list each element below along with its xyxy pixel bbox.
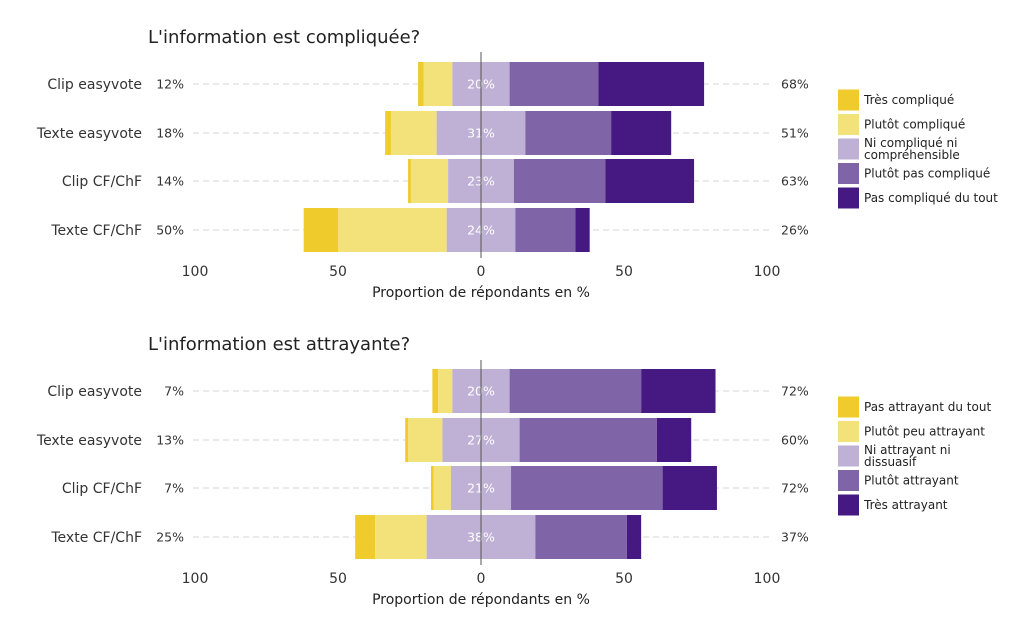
legend-swatch: [838, 494, 859, 516]
category-label: Clip CF/ChF: [62, 174, 142, 190]
x-tick-label: 50: [615, 571, 633, 587]
bar-segment: [408, 159, 411, 203]
legend-label: Ni compliqué ni compréhensible: [864, 136, 960, 162]
negative-total-label: 25%: [156, 530, 184, 545]
negative-total-label: 7%: [164, 384, 184, 399]
legend-swatch: [838, 163, 859, 184]
legend-swatch: [838, 470, 859, 491]
bar-segment: [430, 466, 434, 510]
bar-segment: [515, 208, 576, 252]
legend-swatch: [838, 187, 859, 209]
bar-segment: [303, 208, 338, 252]
x-axis-title: Proportion de répondants en %: [372, 592, 590, 608]
category-label: Texte CF/ChF: [50, 223, 142, 239]
bar-segment: [513, 159, 606, 203]
legend-swatch: [838, 396, 859, 418]
bar-segment: [385, 111, 391, 155]
chart-panel-2: L'information est attrayante?20%Clip eas…: [36, 334, 992, 608]
positive-total-label: 37%: [781, 530, 809, 545]
bar-segment: [605, 159, 695, 203]
x-axis-title: Proportion de répondants en %: [372, 285, 590, 301]
bar-segment: [509, 369, 642, 413]
bar-segment: [423, 62, 453, 106]
bar-segment: [611, 111, 672, 155]
bar-segment: [626, 515, 642, 559]
chart-title: L'information est attrayante?: [148, 334, 410, 355]
bar-segment: [338, 208, 447, 252]
legend-label: Très attrayant: [863, 498, 948, 512]
category-label: Texte CF/ChF: [50, 530, 142, 546]
negative-total-label: 7%: [164, 481, 184, 496]
legend-swatch: [838, 138, 859, 160]
positive-total-label: 51%: [781, 126, 809, 141]
legend-swatch: [838, 89, 859, 111]
x-tick-label: 100: [182, 264, 209, 280]
negative-total-label: 12%: [156, 77, 184, 92]
legend-label: Pas compliqué du tout: [864, 191, 998, 205]
negative-total-label: 13%: [156, 433, 184, 448]
negative-total-label: 18%: [156, 126, 184, 141]
legend-label: Plutôt attrayant: [864, 474, 959, 488]
positive-total-label: 63%: [781, 174, 809, 189]
legend-label: Pas attrayant du tout: [864, 400, 991, 414]
bar-segment: [511, 466, 663, 510]
bar-segment: [390, 111, 437, 155]
bar-segment: [656, 418, 692, 462]
legend-label: Plutôt compliqué: [864, 118, 965, 132]
bar-segment: [375, 515, 427, 559]
legend-label: Plutôt peu attrayant: [864, 425, 985, 439]
legend-swatch: [838, 445, 859, 467]
bar-segment: [410, 159, 449, 203]
legend-swatch: [838, 421, 859, 442]
bar-segment: [432, 369, 439, 413]
category-label: Clip CF/ChF: [62, 481, 142, 497]
x-tick-label: 50: [329, 571, 347, 587]
category-label: Texte easyvote: [36, 126, 142, 142]
bar-segment: [418, 62, 424, 106]
negative-total-label: 14%: [156, 174, 184, 189]
bar-segment: [641, 369, 716, 413]
x-tick-label: 50: [329, 264, 347, 280]
bar-segment: [662, 466, 717, 510]
legend: Pas attrayant du tout Plutôt peu attrayan…: [838, 396, 991, 516]
x-tick-label: 100: [182, 571, 209, 587]
negative-total-label: 50%: [156, 223, 184, 238]
chart-title: L'information est compliquée?: [148, 27, 420, 48]
legend-swatch: [838, 114, 859, 135]
legend-label: Plutôt pas compliqué: [864, 167, 990, 181]
x-tick-label: 100: [754, 264, 781, 280]
bar-segment: [598, 62, 705, 106]
bar-segment: [525, 111, 612, 155]
chart-panel-1: L'information est compliquée?20%Clip eas…: [36, 27, 998, 301]
category-label: Texte easyvote: [36, 433, 142, 449]
category-label: Clip easyvote: [47, 384, 142, 400]
bar-segment: [509, 62, 599, 106]
positive-total-label: 72%: [781, 384, 809, 399]
positive-total-label: 60%: [781, 433, 809, 448]
positive-total-label: 68%: [781, 77, 809, 92]
bar-segment: [355, 515, 376, 559]
x-tick-label: 0: [477, 264, 486, 280]
bar-segment: [408, 418, 443, 462]
category-label: Clip easyvote: [47, 77, 142, 93]
bar-segment: [535, 515, 627, 559]
bar-segment: [519, 418, 657, 462]
bar-segment: [575, 208, 590, 252]
bar-segment: [433, 466, 451, 510]
legend: Très compliqué Plutôt compliqué Ni compliq…: [838, 89, 998, 209]
x-tick-label: 0: [477, 571, 486, 587]
legend-label: Ni attrayant ni dissuasif: [864, 443, 951, 469]
x-tick-label: 100: [754, 571, 781, 587]
positive-total-label: 72%: [781, 481, 809, 496]
bar-segment: [438, 369, 453, 413]
positive-total-label: 26%: [781, 223, 809, 238]
x-tick-label: 50: [615, 264, 633, 280]
bar-segment: [405, 418, 409, 462]
legend-label: Très compliqué: [863, 93, 954, 107]
